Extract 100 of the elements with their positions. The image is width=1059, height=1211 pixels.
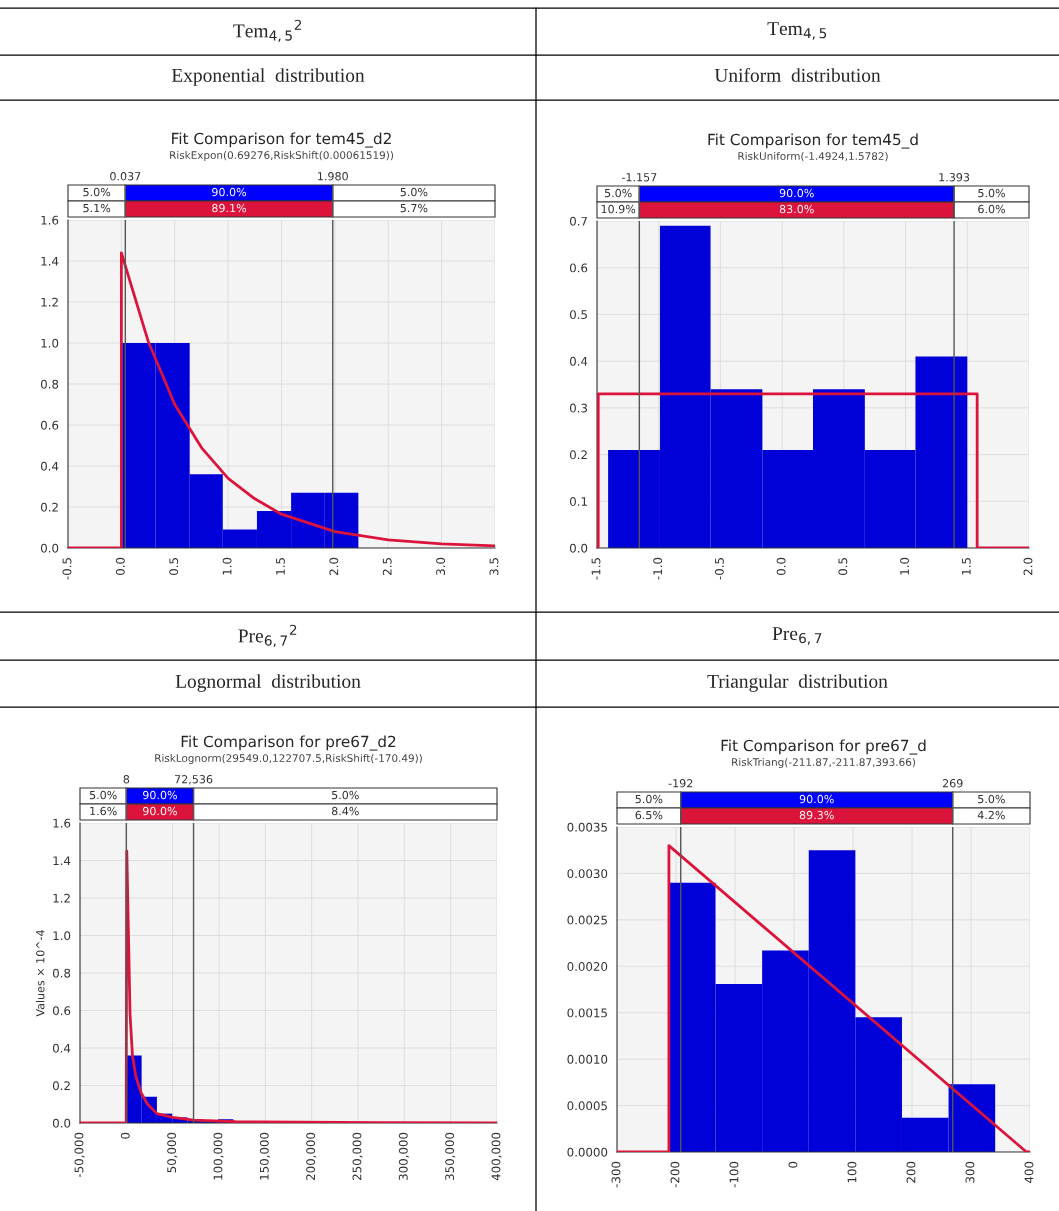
text: 5.0% (89, 790, 117, 800)
y-tick-label: 0.0 (569, 543, 588, 553)
ref-line-label: -192 (668, 779, 693, 788)
ref-line-label: 1.980 (318, 172, 348, 181)
y-tick-label: 0.2 (569, 450, 587, 460)
ref-line-label: 0.037 (110, 172, 141, 181)
y-tick-label: 1.6 (53, 818, 71, 828)
y-tick-label: 0.2 (40, 502, 58, 512)
ref-line-label: 72,536 (175, 775, 213, 785)
x-tick-label: 300,000 (398, 1132, 409, 1180)
x-tick-label: 1.0 (900, 557, 909, 575)
chart-subtitle: RiskExpon(0.69276,RiskShift(0.00061519)) (170, 150, 393, 162)
x-tick-label: 1.5 (961, 558, 971, 575)
y-tick-label: 1.0 (41, 338, 59, 348)
chart-title: Fit Comparison for tem45_d (708, 133, 918, 149)
x-tick-label: -100 (729, 1161, 739, 1188)
ref-line-label: 1.393 (939, 173, 970, 182)
text: 6.5% (635, 810, 663, 820)
text: 90.0% (143, 790, 177, 800)
text: 5.0% (978, 794, 1005, 804)
x-tick-label: 50,000 (167, 1132, 178, 1173)
x-tick-label: 2.5 (382, 558, 392, 575)
text: 5.0% (83, 187, 111, 197)
text: 90.0% (779, 188, 814, 198)
text: 5.0% (400, 187, 428, 197)
y-tick-label: 0.8 (40, 379, 59, 389)
x-tick-label: 250,000 (352, 1132, 363, 1180)
y-tick-label: 0.0 (52, 1118, 71, 1128)
y-tick-label: 0.0030 (567, 869, 608, 879)
x-tick-label: 2.0 (329, 557, 339, 575)
text: Uniform distribution (714, 67, 881, 82)
y-tick-label: 0.6 (40, 420, 59, 430)
x-tick-label: 1.5 (276, 558, 285, 575)
x-tick-label: 0 (120, 1132, 130, 1139)
y-tick-label: 0.0035 (567, 822, 607, 832)
y-tick-label: 0.0010 (567, 1054, 608, 1064)
x-tick-label: -50,000 (74, 1132, 85, 1178)
y-tick-label: 0.5 (569, 310, 587, 320)
text: Tem$_{4,5}$ (767, 22, 827, 40)
y-tick-label: 0.4 (569, 356, 588, 366)
text: 89.1% (212, 203, 247, 213)
ref-line-label: -1.157 (621, 173, 657, 182)
text: Pre$_{6,7}$$^{2}$ (238, 624, 297, 648)
text: 5.0% (635, 794, 663, 804)
y-tick-label: 0.0000 (567, 1147, 608, 1157)
ref-line-label: 8 (123, 775, 130, 784)
x-tick-label: -0.5 (714, 558, 724, 580)
text: 90.0% (799, 794, 834, 804)
x-tick-label: 400,000 (491, 1132, 502, 1181)
x-tick-label: 3.0 (436, 557, 446, 575)
x-tick-label: 0.5 (169, 558, 179, 576)
x-tick-label: 0.0 (115, 557, 125, 576)
x-tick-label: 0 (788, 1161, 798, 1168)
y-tick-label: 0.0015 (567, 1008, 607, 1018)
x-tick-label: -0.5 (62, 558, 72, 580)
text: 4.2% (977, 810, 1005, 820)
y-tick-label: 0.1 (569, 497, 587, 506)
x-tick-label: 2.0 (1023, 557, 1033, 575)
text: Lognormal distribution (175, 674, 361, 692)
x-tick-label: -1.0 (653, 557, 663, 580)
x-tick-label: 400 (1024, 1161, 1034, 1183)
text: 5.7% (400, 203, 428, 213)
text: 89.3% (799, 810, 834, 820)
text: Triangular distribution (707, 674, 888, 692)
y-tick-label: 0.7 (569, 216, 587, 226)
text: 90.0% (212, 187, 247, 197)
chart-title: Fit Comparison for pre67_d (721, 739, 926, 755)
text: 8.4% (331, 806, 359, 816)
text: Exponential distribution (171, 68, 365, 86)
y-tick-label: 0.0005 (567, 1101, 607, 1111)
y-tick-label: 1.4 (41, 256, 59, 266)
y-tick-label: 0.0025 (567, 915, 607, 925)
x-tick-label: 200 (906, 1161, 916, 1183)
x-tick-label: 300 (965, 1161, 975, 1183)
y-tick-label: 1.4 (53, 856, 71, 865)
text: 83.0% (779, 204, 814, 214)
x-tick-label: 100,000 (213, 1132, 224, 1180)
x-tick-label: 1.0 (222, 557, 232, 575)
x-tick-label: 350,000 (445, 1132, 456, 1180)
y-tick-label: 0.0 (40, 543, 59, 553)
text: 6.0% (978, 204, 1006, 214)
x-tick-label: -300 (611, 1161, 621, 1188)
ref-line-label: 269 (942, 779, 963, 788)
text: Pre$_{6,7}$ (772, 627, 822, 645)
text: 90.0% (143, 806, 177, 816)
y-tick-label: 0.6 (569, 263, 588, 273)
y-tick-label: 1.2 (53, 893, 70, 903)
text: 5.0% (978, 188, 1006, 198)
y-tick-label: 1.0 (53, 931, 71, 941)
text: 5.0% (604, 188, 632, 198)
x-tick-label: 150,000 (259, 1132, 270, 1180)
text: 5.0% (332, 790, 359, 800)
text: 5.1% (83, 203, 111, 213)
y-tick-label: 0.6 (52, 1006, 71, 1016)
y-tick-label: 0.4 (52, 1043, 71, 1053)
text: 10.9% (601, 204, 636, 214)
y-tick-label: 0.3 (569, 403, 588, 413)
x-tick-label: 3.5 (489, 558, 499, 575)
chart-subtitle: RiskLognorm(29549.0,122707.5,RiskShift(-170.49)) (155, 753, 422, 765)
y-tick-label: 0.4 (40, 461, 59, 471)
